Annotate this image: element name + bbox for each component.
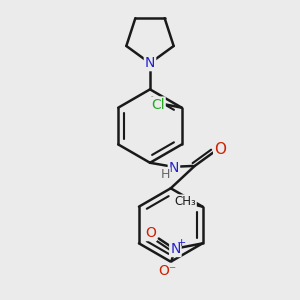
Text: N: N bbox=[170, 242, 181, 256]
Text: N: N bbox=[169, 160, 179, 175]
Text: +: + bbox=[176, 238, 186, 248]
Text: CH₃: CH₃ bbox=[174, 195, 196, 208]
Text: N: N bbox=[145, 56, 155, 70]
Text: O: O bbox=[214, 142, 226, 157]
Text: H: H bbox=[160, 168, 170, 181]
Text: Cl: Cl bbox=[151, 98, 165, 112]
Text: O: O bbox=[145, 226, 156, 240]
Text: O⁻: O⁻ bbox=[158, 264, 176, 278]
